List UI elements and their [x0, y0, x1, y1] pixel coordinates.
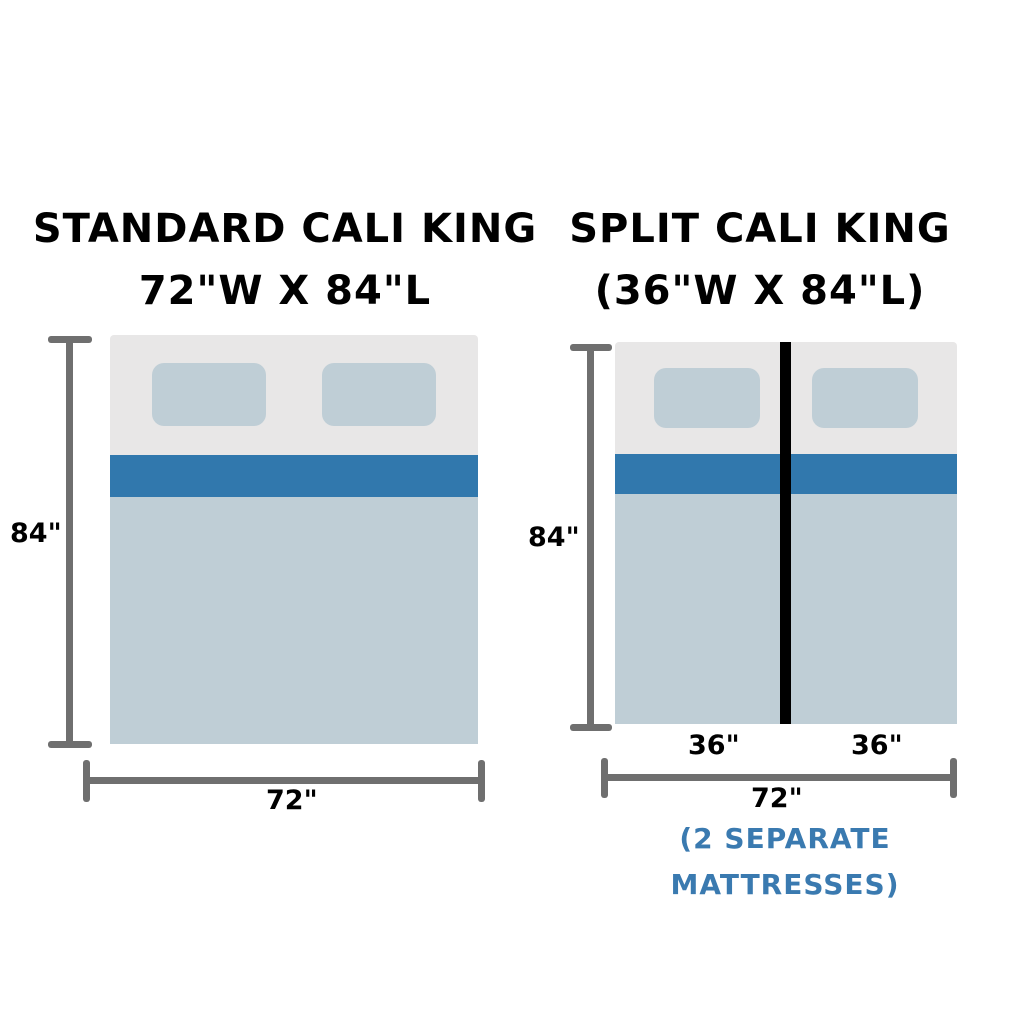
split-length-label: 84": [526, 522, 582, 553]
split-title-line1: SPLIT CALI KING: [569, 206, 951, 252]
split-divider-line: [780, 342, 791, 724]
standard-length-label: 84": [8, 518, 64, 549]
standard-width-label: 72": [266, 785, 318, 816]
split-note-line1: (2 SEPARATE: [679, 822, 891, 855]
split-length-line: [587, 346, 594, 728]
split-width-line: [604, 774, 956, 781]
standard-pillow-right: [322, 363, 436, 426]
standard-pillow-left: [152, 363, 266, 426]
split-title-line2: (36"W X 84"L): [594, 268, 926, 314]
standard-title-line1: STANDARD CALI KING: [32, 206, 538, 252]
standard-width-line: [86, 777, 484, 784]
split-width-label: 72": [751, 783, 803, 814]
standard-title-line2: 72"W X 84"L: [138, 268, 432, 314]
standard-width-cap-right: [478, 760, 485, 802]
split-pillow-right: [812, 368, 918, 428]
split-width-cap-right: [950, 758, 957, 798]
split-note-line2: MATTRESSES): [670, 868, 900, 901]
standard-length-line: [66, 338, 73, 744]
split-pillow-left: [654, 368, 760, 428]
split-note: (2 SEPARATE MATTRESSES): [630, 816, 940, 908]
standard-title: STANDARD CALI KING 72"W X 84"L: [30, 198, 540, 322]
split-half-right-label: 36": [851, 730, 903, 761]
standard-sheet: [110, 497, 478, 744]
standard-blanket-stripe: [110, 455, 478, 497]
split-half-left-label: 36": [688, 730, 740, 761]
standard-length-cap-bottom: [48, 741, 92, 748]
split-length-cap-bottom: [570, 724, 612, 731]
split-title: SPLIT CALI KING (36"W X 84"L): [545, 198, 975, 322]
